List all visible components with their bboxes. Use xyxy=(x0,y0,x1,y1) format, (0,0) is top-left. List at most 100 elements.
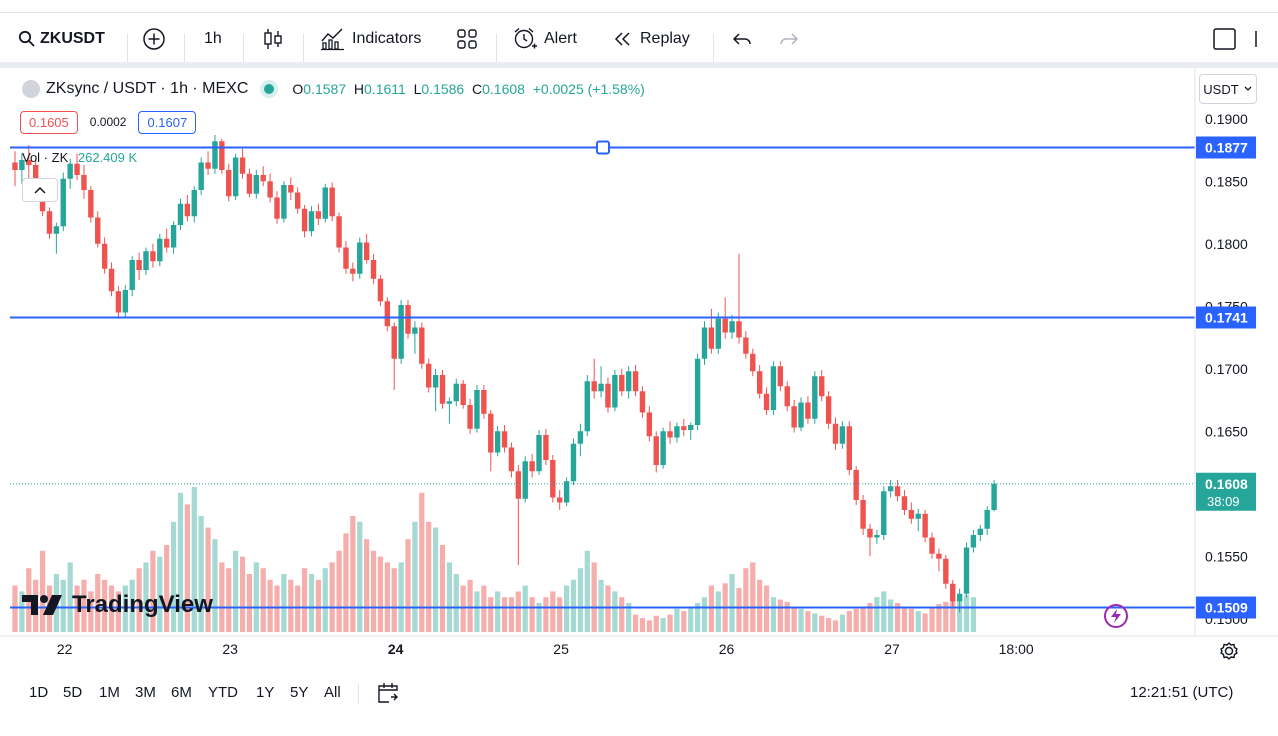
chevron-down-icon xyxy=(1244,86,1252,91)
candle-body xyxy=(88,190,94,218)
candle-body xyxy=(315,211,322,219)
candle-body xyxy=(384,301,391,327)
price-axis[interactable]: 0.19000.18500.18000.17500.17000.16500.16… xyxy=(1194,68,1256,636)
clock-readout[interactable]: 12:21:51 (UTC) xyxy=(1130,684,1234,701)
symbol-search-button[interactable]: ZKUSDT xyxy=(18,24,105,54)
candle-body xyxy=(798,402,804,428)
last-price-label: 0.1608 xyxy=(1205,476,1248,492)
volume-legend: Vol · ZK 262.409 K xyxy=(22,150,137,165)
volume-bar xyxy=(177,492,184,632)
range-1y[interactable]: 1Y xyxy=(256,684,275,701)
volume-bar xyxy=(646,620,652,632)
volume-bar xyxy=(481,585,487,632)
undo-button[interactable] xyxy=(731,24,753,54)
volume-bar xyxy=(488,597,494,632)
replay-label: Replay xyxy=(640,30,690,47)
horizontal-line-price-tag xyxy=(1196,136,1256,159)
volume-bar xyxy=(432,527,439,632)
range-3m[interactable]: 3M xyxy=(135,684,156,701)
volume-bar xyxy=(536,603,542,632)
sell-price-button[interactable]: 0.1605 xyxy=(20,110,78,134)
price-tick-label: 0.1650 xyxy=(1205,423,1248,439)
volume-bar xyxy=(667,614,673,632)
alert-button[interactable]: Alert xyxy=(512,24,577,54)
volume-bar xyxy=(743,568,749,632)
volume-bar xyxy=(226,568,232,632)
tradingview-watermark: TradingView xyxy=(22,591,213,619)
volume-bar xyxy=(632,614,639,632)
candle-body xyxy=(108,268,115,292)
price-chart[interactable]: 0.19000.18500.18000.17500.17000.16500.16… xyxy=(0,0,1278,665)
spread-value: 0.0002 xyxy=(89,115,127,129)
more-button[interactable] xyxy=(1252,24,1262,54)
time-tick-label: 23 xyxy=(222,641,238,657)
volume-bar xyxy=(81,579,87,632)
goto-date-button[interactable] xyxy=(375,680,401,710)
volume-bar xyxy=(757,579,763,632)
range-all[interactable]: All xyxy=(324,684,341,701)
chart-type-button[interactable] xyxy=(262,24,284,54)
range-1m[interactable]: 1M xyxy=(99,684,120,701)
range-1d[interactable]: 1D xyxy=(29,684,49,701)
candle-body xyxy=(232,157,239,197)
settings-button[interactable] xyxy=(1218,640,1240,662)
candle-body xyxy=(274,197,280,219)
candle-body xyxy=(515,471,522,499)
volume-bar xyxy=(205,527,211,632)
horizontal-line-price-label: 0.1741 xyxy=(1205,310,1248,326)
volume-bar xyxy=(246,574,253,632)
range-ytd[interactable]: YTD xyxy=(208,684,238,701)
toolbar-separator xyxy=(713,34,714,62)
candle-body xyxy=(122,290,129,313)
candle-body xyxy=(743,337,749,354)
candle-body xyxy=(32,165,39,188)
replay-button[interactable]: Replay xyxy=(612,24,690,54)
candle-body xyxy=(294,192,301,209)
collapse-legend-button[interactable] xyxy=(22,178,58,202)
interval-button[interactable]: 1h xyxy=(204,24,222,54)
time-axis[interactable]: 22 23 24 25 26 27 18:00 xyxy=(0,635,1278,657)
candle-body xyxy=(894,486,901,497)
currency-button[interactable]: USDT xyxy=(1199,74,1257,104)
volume-bar xyxy=(39,550,46,632)
gear-icon xyxy=(1220,642,1238,660)
range-5y[interactable]: 5Y xyxy=(290,684,309,701)
indicators-button[interactable]: Indicators xyxy=(320,24,421,54)
volume-bar xyxy=(377,556,384,632)
price-tick-label: 0.1850 xyxy=(1205,173,1248,189)
candle-body xyxy=(260,175,266,182)
candle-body xyxy=(405,305,411,334)
candle-body xyxy=(963,547,970,594)
range-6m[interactable]: 6M xyxy=(171,684,192,701)
templates-button[interactable] xyxy=(455,24,479,54)
volume-bar xyxy=(701,597,708,632)
tradingview-logo-icon xyxy=(22,595,62,615)
candle-body xyxy=(357,242,363,274)
volume-bar xyxy=(12,585,18,632)
volume-bar xyxy=(963,594,970,632)
lightning-button[interactable] xyxy=(1104,604,1128,628)
candle-body xyxy=(846,426,852,470)
candle-body xyxy=(267,181,273,198)
volume-bar xyxy=(19,591,25,632)
volume-bar xyxy=(281,574,287,632)
compare-button[interactable] xyxy=(142,24,166,54)
candle-body xyxy=(667,431,673,438)
volume-bar xyxy=(446,562,452,632)
buy-price-button[interactable]: 0.1607 xyxy=(138,110,197,134)
fullscreen-button[interactable] xyxy=(1212,24,1238,54)
toolbar-separator xyxy=(303,34,304,62)
volume-bar xyxy=(591,562,597,632)
candle-body xyxy=(625,371,632,392)
candle-body xyxy=(646,412,653,437)
volume-bar xyxy=(95,574,101,632)
candle-body xyxy=(205,162,211,169)
horizontal-lines-layer[interactable] xyxy=(10,140,1195,609)
range-5d[interactable]: 5D xyxy=(63,684,83,701)
candle-body xyxy=(281,185,287,219)
volume-bar xyxy=(74,585,80,632)
candle-body xyxy=(632,371,639,392)
volume-bar xyxy=(901,606,908,632)
candle-body xyxy=(605,383,611,408)
redo-button[interactable] xyxy=(778,24,800,54)
